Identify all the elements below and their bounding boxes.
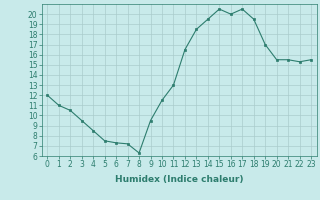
X-axis label: Humidex (Indice chaleur): Humidex (Indice chaleur) — [115, 175, 244, 184]
